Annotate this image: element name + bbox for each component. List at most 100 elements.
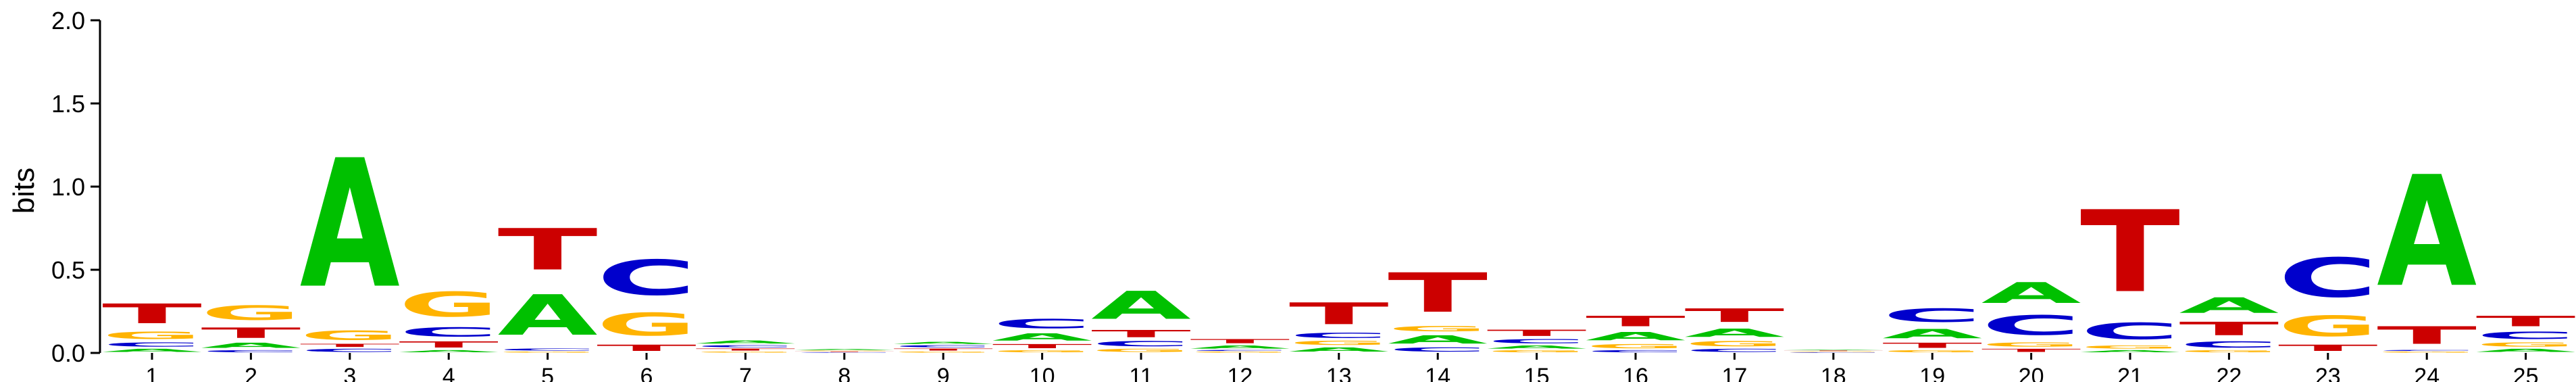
letter-C-pos-10: C	[992, 316, 1092, 331]
y-tick-label: 0.0	[51, 339, 85, 367]
letter-A-pos-7: A	[695, 339, 795, 344]
x-tick-label: 9	[937, 364, 950, 382]
letter-A-pos-24: A	[2377, 144, 2477, 321]
y-tick-label: 1.5	[51, 90, 85, 118]
logo-column-6: TGC	[597, 250, 697, 353]
letter-C-pos-11: C	[1091, 339, 1191, 348]
letter-C-pos-5: C	[498, 348, 598, 352]
letter-G-pos-20: G	[1981, 341, 2081, 348]
letter-G-pos-15: G	[1487, 350, 1587, 353]
letter-A-pos-1: A	[102, 348, 202, 353]
letter-C-pos-13: C	[1289, 331, 1389, 339]
letter-C-pos-21: C	[2080, 318, 2180, 345]
x-tick-label: 12	[1227, 364, 1253, 382]
letter-T-pos-21: T	[2080, 187, 2180, 318]
letter-T-pos-22: T	[2179, 318, 2279, 339]
letter-A-pos-13: A	[1289, 346, 1389, 353]
letter-C-pos-9: C	[893, 345, 993, 348]
y-tick-label: 2.0	[51, 7, 85, 34]
letter-A-pos-4: A	[399, 350, 499, 353]
letter-A-pos-11: A	[1091, 283, 1191, 328]
letter-T-pos-23: T	[2278, 343, 2378, 353]
x-tick-label: 14	[1425, 364, 1450, 382]
letter-G-pos-5: G	[498, 352, 598, 353]
y-axis-label: bits	[7, 168, 41, 214]
x-tick-label: 3	[343, 364, 356, 382]
x-tick-label: 25	[2513, 364, 2539, 382]
letter-A-pos-8: A	[794, 349, 894, 350]
letter-G-pos-17: G	[1684, 339, 1784, 348]
x-axis: 1 2 3 4 5 6 7 8 9 10 11 12 13 14 15 16 17 18 19 20 21 22 23 24 2…	[146, 353, 2539, 382]
logo-column-23: TGC	[2278, 247, 2378, 353]
letter-A-pos-9: A	[893, 341, 993, 345]
letter-C-pos-7: C	[695, 345, 795, 348]
letter-C-pos-22: C	[2179, 339, 2279, 350]
letter-T-pos-25: T	[2476, 313, 2576, 329]
letter-G-pos-14: G	[1388, 325, 1488, 333]
letter-G-pos-10: G	[992, 350, 1092, 353]
letter-C-pos-1: C	[102, 341, 202, 348]
letter-C-pos-24: C	[2377, 350, 2477, 351]
x-tick-label: 5	[541, 364, 554, 382]
letter-C-pos-15: C	[1487, 338, 1587, 345]
y-axis: 0.0 0.5 1.0 1.5 2.0	[51, 7, 101, 367]
letter-C-pos-6: C	[597, 250, 697, 306]
letter-G-pos-21: G	[2080, 345, 2180, 350]
letter-T-pos-17: T	[1684, 305, 1784, 327]
letter-T-pos-9: T	[893, 348, 993, 352]
letter-C-pos-18: C	[1784, 352, 1884, 353]
letter-A-pos-14: A	[1388, 333, 1488, 347]
letter-A-pos-10: A	[992, 331, 1092, 343]
letter-C-pos-12: C	[1190, 350, 1290, 351]
letter-G-pos-12: G	[1190, 352, 1290, 353]
letter-T-pos-24: T	[2377, 321, 2477, 350]
x-tick-label: 13	[1326, 364, 1352, 382]
x-tick-label: 19	[1919, 364, 1945, 382]
x-tick-label: 16	[1623, 364, 1648, 382]
x-tick-label: 1	[146, 364, 159, 382]
x-tick-label: 22	[2216, 364, 2242, 382]
letter-T-pos-18: T	[1784, 350, 1884, 351]
letter-G-pos-13: G	[1289, 339, 1389, 346]
x-tick-label: 10	[1030, 364, 1055, 382]
x-tick-label: 4	[443, 364, 455, 382]
letter-T-pos-19: T	[1882, 341, 1982, 350]
letter-A-pos-15: A	[1487, 345, 1587, 350]
x-tick-label: 23	[2315, 364, 2341, 382]
letter-A-pos-5: A	[498, 283, 598, 348]
letter-T-pos-13: T	[1289, 297, 1389, 331]
letter-T-pos-14: T	[1388, 262, 1488, 325]
letter-C-pos-25: C	[2476, 330, 2576, 341]
letter-G-pos-7: G	[695, 352, 795, 353]
letter-A-pos-25: A	[2476, 348, 2576, 353]
letter-G-pos-1: G	[102, 330, 202, 341]
x-tick-label: 6	[640, 364, 653, 382]
x-tick-label: 2	[245, 364, 257, 382]
letter-T-pos-1: T	[102, 298, 202, 330]
letter-T-pos-16: T	[1586, 313, 1686, 329]
letter-A-pos-2: A	[201, 341, 301, 350]
letter-C-pos-14: C	[1388, 346, 1488, 353]
letter-T-pos-4: T	[399, 339, 499, 350]
x-tick-label: 24	[2414, 364, 2440, 382]
letter-A-pos-21: A	[2080, 350, 2180, 353]
letter-T-pos-2: T	[201, 325, 301, 341]
y-tick-label: 0.5	[51, 256, 85, 284]
letter-C-pos-20: C	[1981, 310, 2081, 341]
letter-A-pos-16: A	[1586, 330, 1686, 343]
letter-T-pos-5: T	[498, 216, 598, 283]
letter-T-pos-15: T	[1487, 328, 1587, 338]
letter-C-pos-23: C	[2278, 247, 2378, 310]
